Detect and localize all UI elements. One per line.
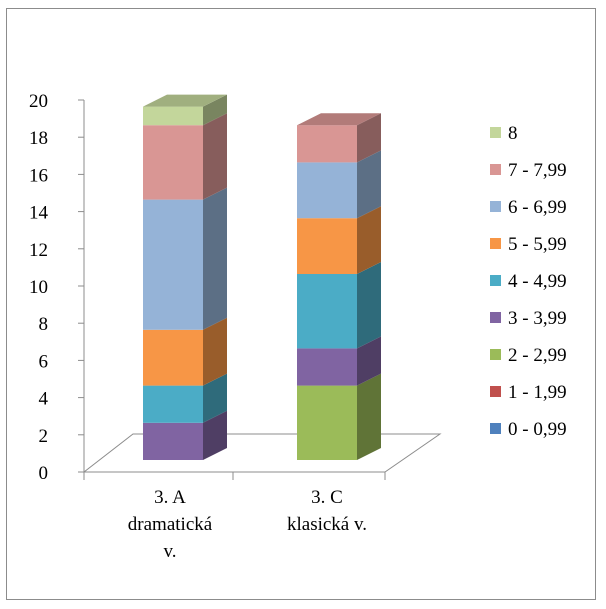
y-tick-label: 20 xyxy=(29,91,48,112)
bar-segment-side xyxy=(203,373,227,423)
bar-top-cap xyxy=(143,94,227,107)
y-tick-label: 0 xyxy=(39,463,49,484)
legend-label: 0 - 0,99 xyxy=(508,419,567,440)
y-tick-label: 10 xyxy=(29,277,48,298)
bar-segment-side xyxy=(203,94,227,126)
legend-label: 5 - 5,99 xyxy=(508,234,567,255)
bar-segment xyxy=(143,199,203,330)
y-tick-label: 8 xyxy=(39,314,49,335)
x-category-label: dramatická xyxy=(128,514,213,535)
y-tick-label: 4 xyxy=(39,389,49,410)
bar-segment-side xyxy=(357,150,381,219)
bar-segment-side xyxy=(203,187,227,330)
bar-segment-side xyxy=(357,262,381,349)
bar-segment-side xyxy=(357,206,381,274)
bar-segment xyxy=(297,385,357,460)
legend-label: 7 - 7,99 xyxy=(508,160,567,181)
bar-stack xyxy=(297,113,381,460)
x-category-label: 3. A xyxy=(154,487,186,508)
legend-label: 4 - 4,99 xyxy=(508,271,567,292)
bar-segment xyxy=(143,125,203,200)
bar-segment-side xyxy=(203,317,227,386)
legend-label: 1 - 1,99 xyxy=(508,382,567,403)
legend-swatch xyxy=(490,201,501,212)
legend-label: 6 - 6,99 xyxy=(508,197,567,218)
y-tick-label: 14 xyxy=(29,203,49,224)
bar-stack xyxy=(143,94,227,460)
bar-segment xyxy=(143,106,203,126)
legend-swatch xyxy=(490,312,501,323)
bar-segment-side xyxy=(357,336,381,386)
x-category-label: klasická v. xyxy=(287,514,367,535)
bar-segment xyxy=(297,162,357,219)
bar-segment xyxy=(143,385,203,423)
bar-segment-side xyxy=(357,373,381,460)
y-tick-label: 18 xyxy=(29,128,48,149)
legend-swatch xyxy=(490,275,501,286)
legend-label: 8 xyxy=(508,123,518,144)
chart-floor xyxy=(82,433,442,473)
legend-label: 2 - 2,99 xyxy=(508,345,567,366)
legend-swatch xyxy=(490,349,501,360)
legend-label: 3 - 3,99 xyxy=(508,308,567,329)
bar-segment xyxy=(297,125,357,163)
bar-segment-side xyxy=(357,113,381,163)
y-tick-label: 12 xyxy=(29,240,48,261)
legend-swatch xyxy=(490,238,501,249)
bar-segment xyxy=(143,329,203,386)
bar-segment xyxy=(297,218,357,274)
legend-swatch xyxy=(490,386,501,397)
y-tick-label: 16 xyxy=(29,165,48,186)
bar-segment xyxy=(297,274,357,349)
x-category-label: 3. C xyxy=(311,487,343,508)
legend-swatch xyxy=(490,423,501,434)
bar-segment xyxy=(297,348,357,386)
bar-segment-side xyxy=(203,410,227,460)
bar-segment-side xyxy=(203,113,227,200)
bar-top-cap xyxy=(297,113,381,126)
bar-segment xyxy=(143,422,203,460)
y-tick-label: 6 xyxy=(39,351,49,372)
legend-swatch xyxy=(490,127,501,138)
y-tick-label: 2 xyxy=(39,426,49,447)
x-category-label: v. xyxy=(163,541,176,562)
legend-swatch xyxy=(490,164,501,175)
